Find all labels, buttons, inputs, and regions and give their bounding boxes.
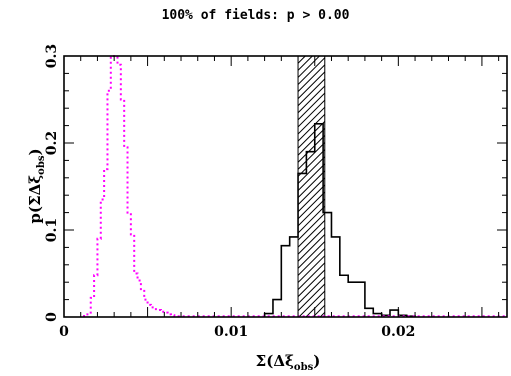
x-tick-label: 0.01 — [214, 324, 248, 340]
x-tick-label: 0.02 — [381, 324, 415, 340]
x-tick-label: 0 — [59, 324, 69, 340]
plot-frame — [63, 55, 508, 318]
y-axis-label: p(ΣΔξobs) — [26, 148, 47, 223]
histogram-series-2 — [263, 123, 416, 317]
y-tick-label: 0 — [44, 312, 60, 322]
chart-title: 100% of fields: p > 0.00 — [161, 8, 350, 23]
histogram-series-1 — [83, 55, 179, 318]
x-axis-label: Σ(Δξobs) — [256, 352, 321, 373]
y-tick-label: 0.3 — [44, 44, 60, 68]
y-tick-label: 0.1 — [44, 218, 60, 242]
y-tick-label: 0.2 — [44, 131, 60, 155]
observed-band — [297, 55, 326, 318]
